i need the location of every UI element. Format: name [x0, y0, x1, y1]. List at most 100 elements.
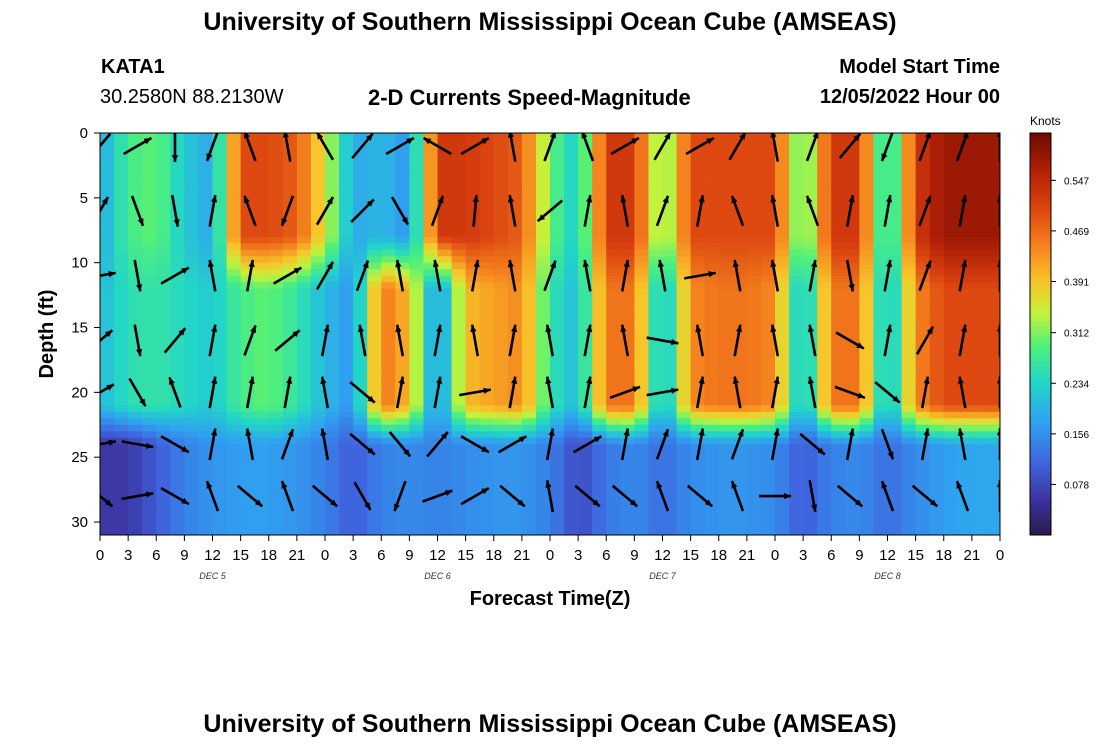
heat-cell — [521, 191, 537, 199]
heat-cell — [409, 197, 425, 205]
heat-cell — [226, 483, 242, 491]
heat-cell — [859, 385, 875, 393]
heat-cell — [817, 145, 832, 154]
heat-cell — [535, 398, 551, 406]
heat-cell — [521, 509, 537, 517]
heat-cell — [606, 470, 621, 478]
heat-cell — [915, 444, 931, 452]
heat-cell — [620, 178, 635, 186]
heat-cell — [156, 301, 171, 309]
heat-cell — [929, 230, 945, 238]
heat-cell — [831, 165, 846, 173]
heat-cell — [142, 502, 157, 510]
heat-cell — [114, 496, 129, 504]
heat-cell — [578, 424, 593, 432]
current-arrow-head — [923, 376, 930, 384]
current-arrow — [163, 327, 187, 354]
heat-cell — [985, 301, 1000, 309]
heat-cell — [789, 509, 804, 517]
heat-cell — [325, 210, 340, 218]
heat-cell — [803, 444, 818, 452]
heat-cell — [718, 139, 734, 147]
heat-cell — [409, 243, 425, 251]
heat-cell — [831, 509, 846, 517]
heat-cell — [451, 398, 467, 406]
heat-cell — [240, 262, 256, 270]
heat-cell — [915, 191, 931, 199]
heat-cell — [535, 450, 551, 458]
heat-cell — [268, 243, 284, 251]
heat-cell — [662, 308, 678, 316]
heat-cell — [817, 288, 832, 296]
heat-cell — [100, 191, 115, 199]
heat-cell — [831, 236, 846, 244]
heat-cell — [887, 398, 903, 406]
heat-cell — [254, 327, 270, 335]
heat-cell — [634, 145, 650, 154]
heat-cell — [465, 191, 481, 199]
heat-cell — [718, 223, 734, 231]
heat-cell — [578, 405, 593, 413]
heat-cell — [226, 444, 242, 452]
heat-cell — [634, 496, 650, 504]
heat-cell — [451, 418, 467, 426]
heat-cell — [943, 223, 959, 231]
current-arrow — [543, 133, 557, 162]
heat-cell — [746, 269, 762, 277]
heat-cell — [521, 301, 537, 309]
heat-cell — [128, 171, 143, 179]
heat-cell — [760, 470, 776, 478]
heat-cell — [746, 334, 762, 342]
heat-cell — [887, 145, 903, 154]
heat-cell — [156, 353, 171, 361]
heat-cell — [128, 398, 143, 406]
heat-cell — [184, 230, 200, 238]
heat-cell — [212, 158, 228, 167]
heat-cell — [493, 392, 509, 400]
heat-cell — [957, 204, 973, 212]
current-arrow — [874, 381, 901, 404]
heat-cell — [268, 197, 284, 205]
heat-cell — [198, 301, 214, 309]
heat-cell — [381, 392, 396, 400]
heat-cell — [775, 372, 790, 380]
heat-cell — [634, 405, 650, 413]
heat-cell — [451, 217, 467, 225]
heat-cell — [732, 334, 748, 342]
heat-cell — [901, 230, 917, 238]
heat-cell — [226, 282, 242, 290]
heat-cell — [859, 509, 875, 517]
heat-cell — [690, 457, 706, 465]
x-tick-label: 18 — [710, 547, 727, 564]
heat-cell — [971, 158, 987, 167]
heat-cell — [451, 385, 467, 393]
heat-cell — [254, 217, 270, 225]
current-arrow — [121, 491, 154, 501]
heat-cell — [676, 288, 692, 296]
heat-cell — [142, 334, 157, 342]
heat-cell — [451, 236, 467, 244]
heat-cell — [859, 476, 875, 484]
heat-cell — [732, 483, 748, 491]
heat-cell — [367, 509, 382, 517]
heat-cell — [479, 139, 495, 147]
heat-cell — [760, 295, 776, 303]
heat-cell — [437, 450, 453, 458]
heat-cell — [423, 476, 439, 484]
heat-cell — [353, 424, 368, 432]
heat-cell — [240, 437, 256, 445]
heat-cell — [634, 509, 650, 517]
heat-cell — [690, 522, 706, 530]
heat-cell — [296, 301, 312, 309]
heat-cell — [775, 411, 790, 419]
heat-cell — [578, 269, 593, 277]
heat-cell — [339, 275, 354, 283]
current-arrow-head — [207, 259, 214, 268]
heat-cell — [493, 444, 509, 452]
heat-cell — [142, 346, 157, 355]
heat-cell — [662, 392, 678, 400]
heat-cell — [578, 321, 593, 329]
heat-cell — [268, 372, 284, 380]
heat-cell — [845, 178, 860, 186]
heat-cell — [620, 321, 635, 329]
